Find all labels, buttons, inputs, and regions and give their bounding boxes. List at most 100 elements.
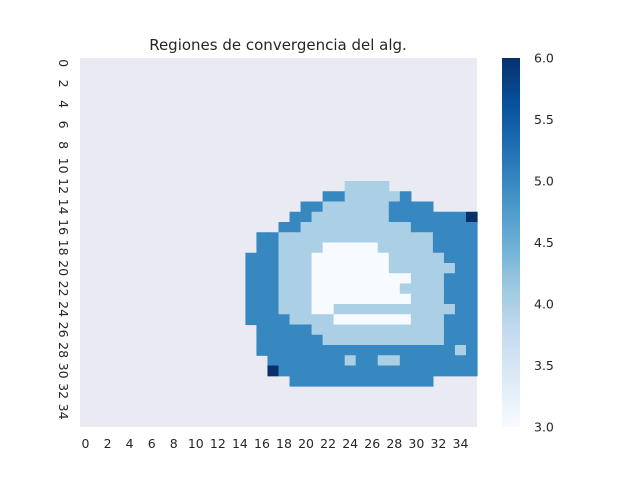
heatmap-cell: [465, 365, 478, 377]
heatmap-cell: [355, 365, 368, 377]
heatmap-cell: [355, 283, 368, 295]
heatmap-cell: [289, 345, 302, 356]
heatmap-cell: [344, 375, 357, 387]
heatmap-cell: [300, 252, 313, 264]
heatmap-cell: [454, 273, 467, 285]
heatmap-cell: [278, 283, 291, 295]
heatmap-cell: [465, 324, 478, 336]
heatmap-cell: [278, 324, 291, 336]
heatmap-cell: [421, 273, 434, 285]
heatmap-cell: [344, 191, 357, 203]
heatmap-cell: [443, 293, 456, 305]
heatmap-cell: [256, 273, 269, 285]
heatmap-cell: [344, 293, 357, 305]
heatmap-cell: [465, 232, 478, 244]
colorbar-tick-label: 4.5: [534, 235, 554, 250]
x-tick-label: 26: [364, 436, 380, 451]
x-tick-label: 0: [82, 436, 90, 451]
heatmap-cell: [344, 345, 357, 356]
heatmap-cell: [311, 242, 324, 254]
heatmap-cell: [355, 181, 368, 192]
heatmap-cell: [300, 355, 313, 367]
heatmap-cell: [311, 334, 324, 346]
heatmap-cell: [454, 365, 467, 377]
heatmap-cell: [344, 365, 357, 377]
heatmap-cell: [344, 222, 357, 233]
heatmap-cell: [300, 293, 313, 305]
heatmap-cell: [454, 355, 467, 367]
heatmap-cell: [377, 345, 390, 356]
heatmap-cell: [355, 314, 368, 326]
heatmap-cell: [432, 283, 445, 295]
heatmap-cell: [388, 191, 401, 203]
heatmap-cell: [432, 324, 445, 336]
heatmap-cell: [322, 222, 335, 233]
heatmap-cell: [300, 375, 313, 387]
heatmap-cell: [344, 334, 357, 346]
y-tick-label: 16: [56, 219, 71, 235]
heatmap-cell: [410, 232, 423, 244]
heatmap-cell: [344, 283, 357, 295]
heatmap-cell: [410, 304, 423, 315]
y-tick-label: 8: [56, 141, 71, 149]
heatmap-cell: [399, 293, 412, 305]
heatmap-cell: [421, 375, 434, 387]
heatmap-cell: [300, 222, 313, 233]
heatmap-cell: [399, 211, 412, 223]
x-tick-label: 30: [408, 436, 424, 451]
heatmap-cell: [399, 232, 412, 244]
heatmap-cell: [410, 263, 423, 274]
heatmap-cell: [333, 355, 346, 367]
y-tick-label: 10: [56, 158, 71, 174]
heatmap-cell: [465, 283, 478, 295]
heatmap-cell: [311, 263, 324, 274]
heatmap-cell: [267, 273, 280, 285]
x-tick-label: 28: [386, 436, 402, 451]
heatmap-cell: [388, 232, 401, 244]
y-tick-label: 26: [56, 322, 71, 338]
heatmap-cell: [399, 304, 412, 315]
heatmap-cell: [432, 211, 445, 223]
heatmap-cell: [421, 201, 434, 213]
heatmap-cell: [278, 293, 291, 305]
heatmap-cell: [289, 375, 302, 387]
heatmap-cell: [322, 252, 335, 264]
heatmap-cell: [366, 365, 379, 377]
heatmap-cell: [465, 211, 478, 223]
heatmap-cell: [432, 314, 445, 326]
heatmap-cell: [322, 191, 335, 203]
heatmap-cell: [399, 242, 412, 254]
heatmap-cell: [355, 191, 368, 203]
heatmap-cell: [366, 211, 379, 223]
heatmap-cell: [355, 201, 368, 213]
heatmap-cell: [256, 304, 269, 315]
heatmap-cell: [333, 324, 346, 336]
heatmap-cell: [399, 201, 412, 213]
heatmap-cell: [399, 355, 412, 367]
colorbar-tick-label: 5.5: [534, 112, 554, 127]
heatmap-cell: [454, 232, 467, 244]
heatmap-cell: [267, 324, 280, 336]
heatmap-cell: [355, 242, 368, 254]
heatmap-cell: [256, 232, 269, 244]
heatmap-cell: [278, 334, 291, 346]
heatmap-cell: [399, 314, 412, 326]
heatmap-cell: [454, 263, 467, 274]
colorbar-tick-label: 3.0: [534, 420, 554, 435]
heatmap-cell: [454, 334, 467, 346]
heatmap-cell: [388, 273, 401, 285]
heatmap-cell: [333, 252, 346, 264]
heatmap-cell: [322, 314, 335, 326]
heatmap-cell: [388, 242, 401, 254]
heatmap-cell: [388, 355, 401, 367]
heatmap-cell: [256, 345, 269, 356]
heatmap-cell: [300, 201, 313, 213]
heatmap-cell: [388, 222, 401, 233]
heatmap-cell: [377, 273, 390, 285]
heatmap-cell: [432, 222, 445, 233]
heatmap-cell: [355, 211, 368, 223]
heatmap-cell: [278, 252, 291, 264]
heatmap-cell: [256, 293, 269, 305]
heatmap-cell: [410, 324, 423, 336]
heatmap-cell: [465, 252, 478, 264]
